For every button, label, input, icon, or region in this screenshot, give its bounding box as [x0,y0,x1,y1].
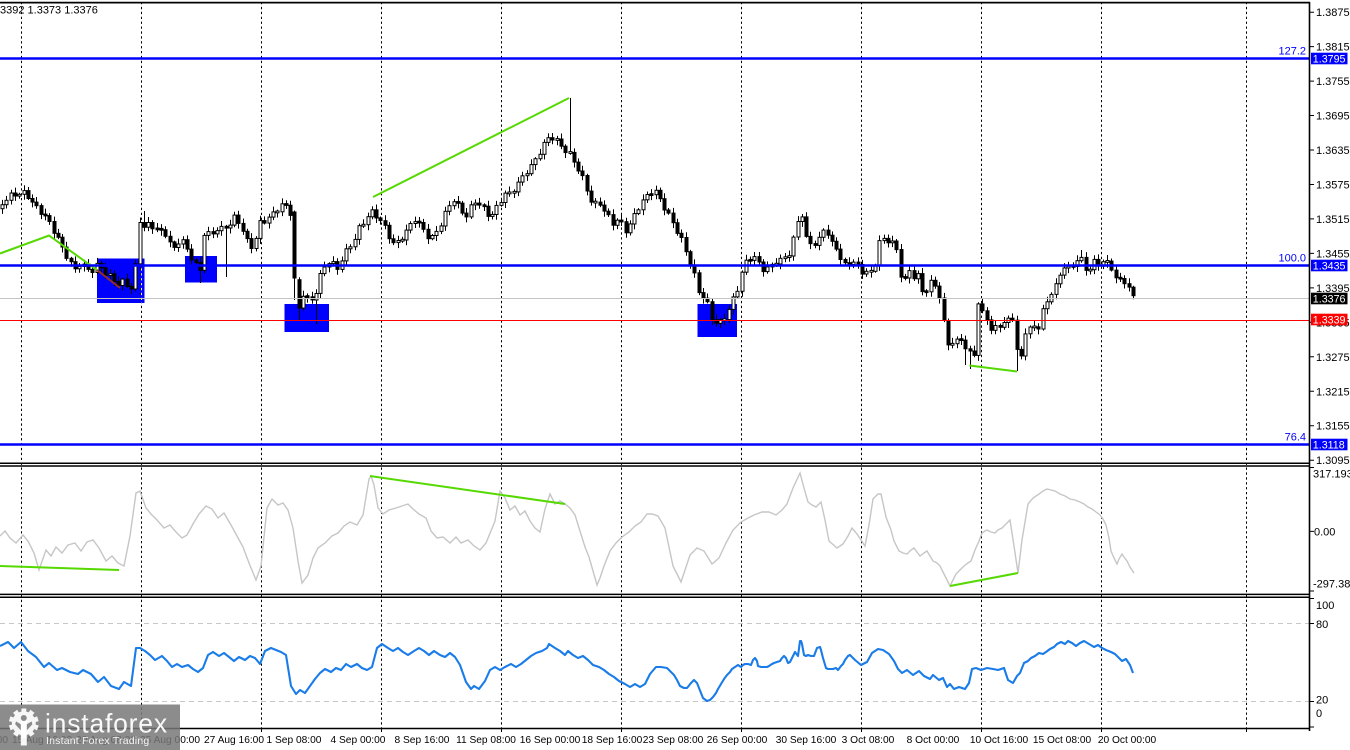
svg-text:8 Oct 00:00: 8 Oct 00:00 [907,735,960,746]
svg-text:1.3455: 1.3455 [1316,248,1350,260]
svg-text:-297.386: -297.386 [1313,579,1350,591]
svg-text:1.3118: 1.3118 [1313,439,1345,451]
svg-text:30 Sep 16:00: 30 Sep 16:00 [776,735,837,746]
svg-text:1.3695: 1.3695 [1316,111,1350,123]
svg-text:20: 20 [1316,694,1328,706]
svg-text:16 Sep 00:00: 16 Sep 00:00 [520,735,581,746]
svg-text:26 Sep 00:00: 26 Sep 00:00 [707,735,768,746]
svg-text:1.3815: 1.3815 [1316,42,1350,54]
svg-text:1.3795: 1.3795 [1313,53,1346,65]
svg-text:1.3515: 1.3515 [1316,214,1350,226]
svg-text:23 Sep 08:00: 23 Sep 08:00 [643,735,704,746]
svg-text:1.3635: 1.3635 [1316,145,1350,157]
svg-text:11 Sep 08:00: 11 Sep 08:00 [456,735,516,746]
svg-text:20 Oct 00:00: 20 Oct 00:00 [1098,735,1157,746]
svg-text:1.3095: 1.3095 [1316,455,1350,467]
svg-text:15 Oct 08:00: 15 Oct 08:00 [1033,735,1092,746]
svg-text:instaforex: instaforex [45,709,168,739]
svg-text:1.3875: 1.3875 [1316,7,1350,19]
svg-text:0.00: 0.00 [1314,526,1335,538]
svg-text:1.3339: 1.3339 [1313,314,1346,326]
svg-text:1 Sep 08:00: 1 Sep 08:00 [267,735,322,746]
svg-text:1.3395: 1.3395 [1316,283,1350,295]
svg-text:100.0: 100.0 [1278,253,1306,265]
svg-text:1.3755: 1.3755 [1316,76,1350,88]
svg-text:18 Sep 16:00: 18 Sep 16:00 [582,735,643,746]
svg-text:1.3155: 1.3155 [1316,421,1350,433]
svg-text:1.3435: 1.3435 [1313,260,1346,272]
svg-text:1.3575: 1.3575 [1316,180,1350,192]
svg-text:317.1939: 317.1939 [1313,469,1350,481]
svg-text:3 Oct 08:00: 3 Oct 08:00 [842,735,895,746]
svg-text:1.3275: 1.3275 [1316,352,1350,364]
svg-text:1.3215: 1.3215 [1316,386,1350,398]
svg-text:27 Aug 16:00: 27 Aug 16:00 [204,735,264,746]
svg-text:8 Sep 16:00: 8 Sep 16:00 [395,735,450,746]
svg-text:127.2: 127.2 [1278,46,1306,58]
svg-text:0: 0 [1316,708,1322,720]
svg-text:100: 100 [1316,600,1334,612]
svg-text:1.3376: 1.3376 [1313,293,1346,305]
svg-text:Instant Forex Trading: Instant Forex Trading [46,735,149,747]
svg-text:10 Oct 16:00: 10 Oct 16:00 [970,735,1029,746]
svg-text:4 Sep 00:00: 4 Sep 00:00 [331,735,386,746]
svg-text:76.4: 76.4 [1285,432,1306,444]
svg-text:3392 1.3373 1.3376: 3392 1.3373 1.3376 [0,5,98,17]
svg-text:80: 80 [1316,619,1328,631]
